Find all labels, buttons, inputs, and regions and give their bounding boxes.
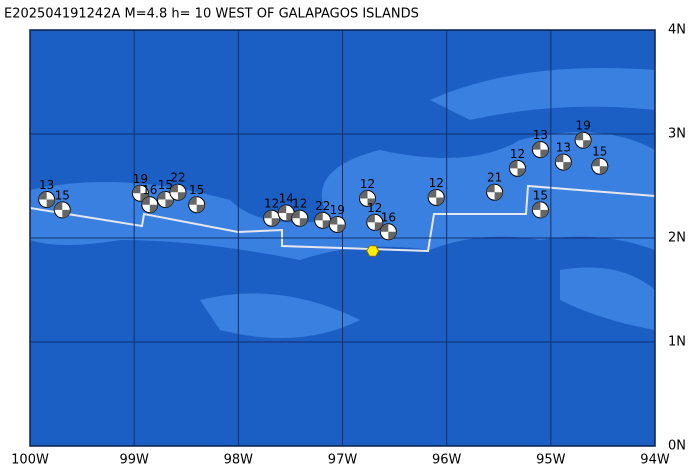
depth-label: 13 <box>39 178 54 192</box>
focal-mechanism <box>531 201 549 219</box>
depth-label: 13 <box>556 141 571 155</box>
depth-label: 13 <box>533 128 548 142</box>
x-tick-label: 95W <box>536 453 566 468</box>
depth-label: 12 <box>360 177 375 191</box>
focal-mechanism <box>169 183 187 201</box>
beachball-quadrant <box>509 160 526 177</box>
depth-label: 15 <box>158 178 173 192</box>
focal-mechanism <box>531 141 549 159</box>
beachball-quadrant <box>278 205 295 222</box>
depth-label: 16 <box>381 210 396 224</box>
depth-label: 19 <box>133 172 148 186</box>
beachball-quadrant <box>428 189 445 206</box>
focal-mechanism <box>188 196 206 214</box>
beachball-quadrant <box>169 184 186 201</box>
focal-mechanism <box>486 183 504 201</box>
y-tick-label: 4N <box>668 23 686 38</box>
beachball-quadrant <box>359 190 376 207</box>
beachball-quadrant <box>591 158 608 175</box>
focal-mechanism <box>141 196 159 214</box>
focal-mechanism <box>591 157 609 175</box>
depth-label: 15 <box>592 145 607 159</box>
y-tick-label: 3N <box>668 127 686 142</box>
focal-mechanism <box>427 188 445 206</box>
depth-label: 19 <box>330 203 345 217</box>
focal-mechanism <box>131 184 149 202</box>
beachball-quadrant <box>575 132 592 149</box>
x-tick-label: 94W <box>640 453 670 468</box>
depth-label: 14 <box>279 192 294 206</box>
x-tick-label: 96W <box>432 453 462 468</box>
beachball-quadrant <box>329 216 346 233</box>
beachball-quadrant <box>380 223 397 240</box>
depth-label: 12 <box>429 176 444 190</box>
beachball-quadrant <box>141 196 158 213</box>
focal-mechanism <box>359 189 376 207</box>
title: E202504191242A M=4.8 h= 10 WEST OF GALAP… <box>4 7 419 22</box>
beachball-quadrant <box>486 184 503 201</box>
depth-label: 15 <box>533 188 548 202</box>
focal-mechanism <box>574 131 592 149</box>
depth-label: 12 <box>292 197 307 211</box>
focal-mechanism <box>554 153 572 171</box>
beachball-quadrant <box>132 185 149 202</box>
x-tick-label: 98W <box>224 453 254 468</box>
epicenter <box>366 245 380 257</box>
beachball-quadrant <box>555 154 572 171</box>
focal-mechanism <box>156 191 174 209</box>
focal-mechanism <box>328 215 346 233</box>
beachball-quadrant <box>188 196 205 213</box>
focal-mechanism <box>379 223 397 241</box>
plate-boundary <box>29 184 656 253</box>
beachball-quadrant <box>366 214 383 231</box>
y-tick-label: 2N <box>668 231 686 246</box>
beachball-quadrant <box>157 191 174 208</box>
beachball-quadrant <box>263 210 280 227</box>
beachball-quadrant <box>532 201 549 218</box>
depth-label: 15 <box>55 188 70 202</box>
y-tick-label: 1N <box>668 335 686 350</box>
x-tick-label: 100W <box>11 453 49 468</box>
focal-mechanism <box>509 159 526 177</box>
depth-label: 12 <box>264 197 279 211</box>
depth-label: 22 <box>170 171 185 185</box>
focal-mechanism <box>38 191 56 209</box>
focal-mechanism <box>291 209 309 227</box>
depth-label: 12 <box>367 201 382 215</box>
beachball-quadrant <box>38 191 55 208</box>
beachball-quadrant <box>532 141 549 158</box>
focal-mechanism <box>314 211 332 229</box>
focal-mechanism <box>53 201 71 219</box>
depth-label: 19 <box>575 119 590 133</box>
depth-label: 12 <box>510 147 525 161</box>
focal-mechanism <box>366 213 384 231</box>
focal-mechanism <box>263 209 281 227</box>
depth-label: 22 <box>315 199 330 213</box>
depth-label: 16 <box>142 183 157 197</box>
beachball-quadrant <box>291 210 308 227</box>
beachball-quadrant <box>314 212 331 229</box>
beachball-quadrant <box>54 201 71 218</box>
depth-label: 15 <box>189 183 204 197</box>
x-tick-label: 99W <box>119 453 149 468</box>
depth-label: 21 <box>487 171 502 185</box>
y-tick-label: 0N <box>668 439 686 454</box>
x-tick-label: 97W <box>328 453 358 468</box>
